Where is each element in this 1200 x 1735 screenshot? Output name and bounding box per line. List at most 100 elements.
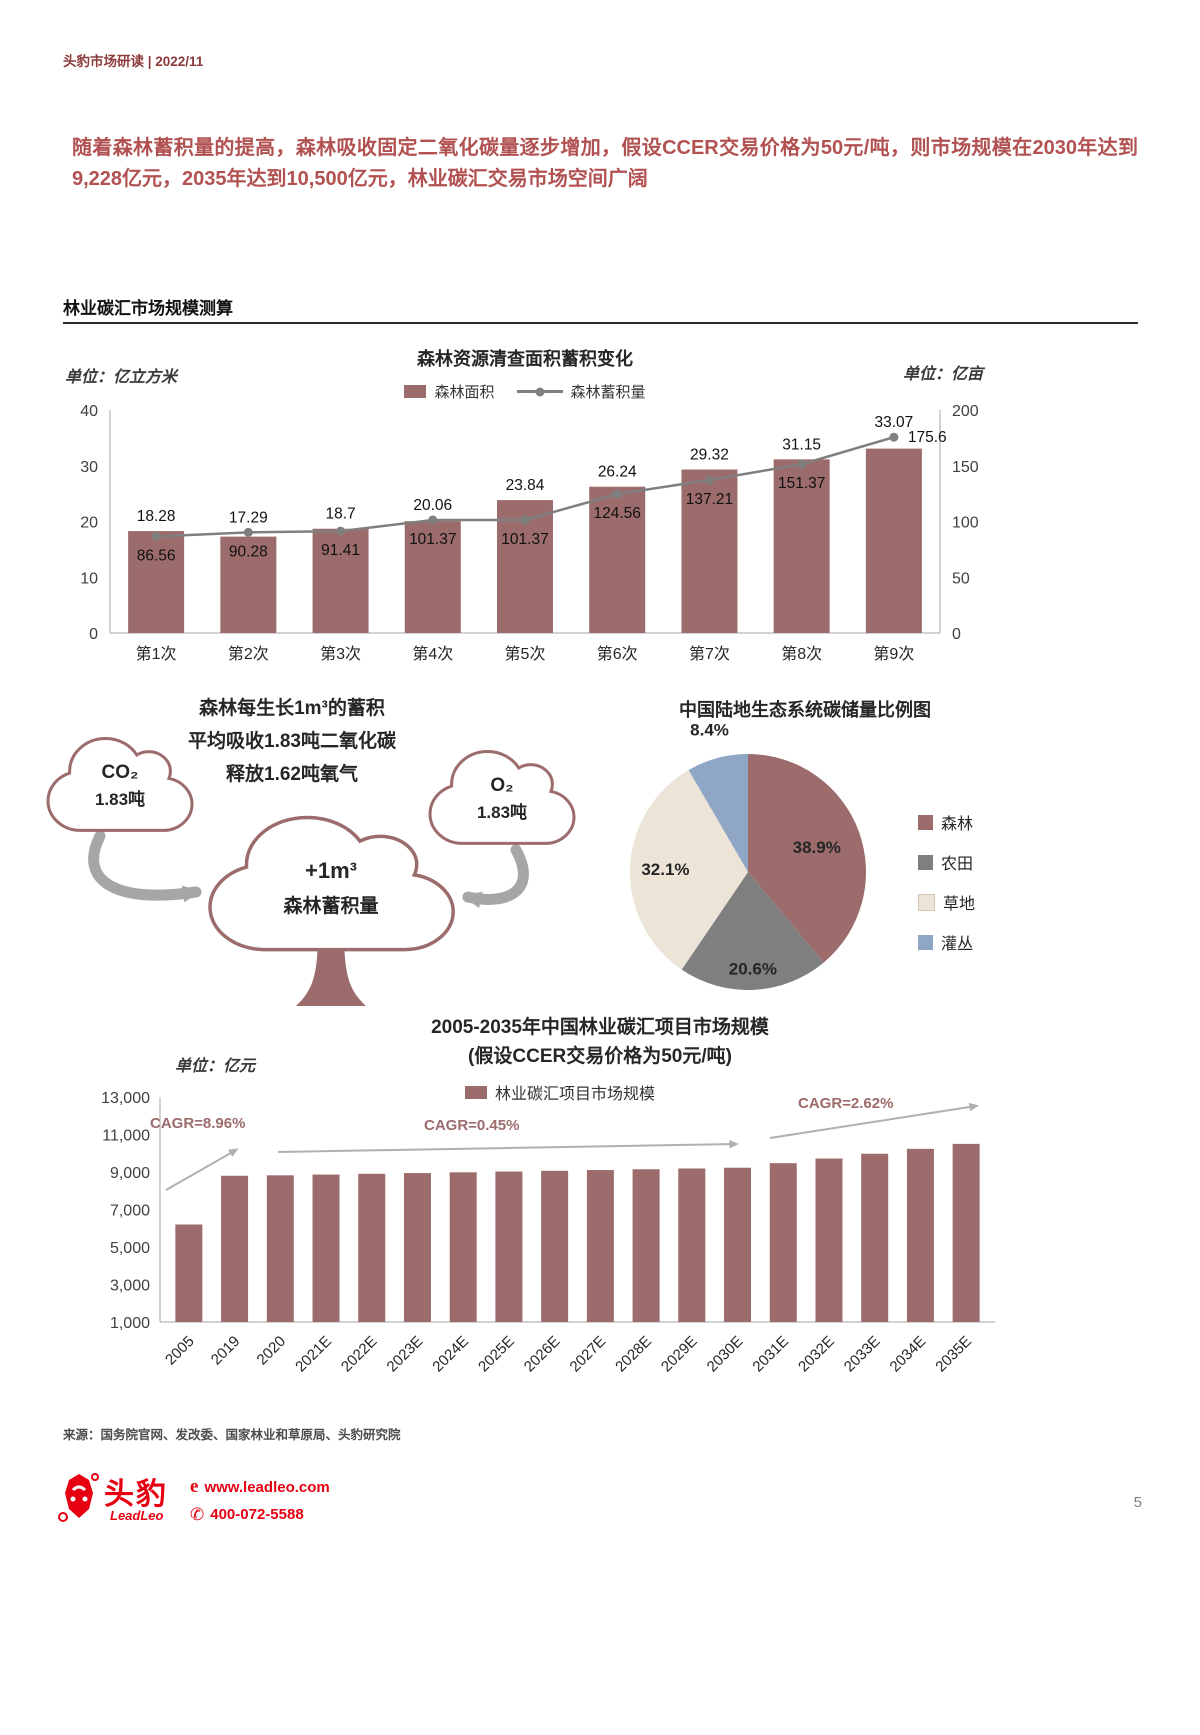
pie-value-label: 20.6% xyxy=(729,960,777,979)
x-category-label: 第6次 xyxy=(597,645,638,663)
pie-legend-swatch xyxy=(918,814,933,830)
bar-value-label: 20.06 xyxy=(413,497,452,514)
x-category-label: 第1次 xyxy=(136,645,177,663)
forest-area-bar xyxy=(681,469,738,633)
line-value-label: 86.56 xyxy=(137,547,176,564)
forest-area-bar xyxy=(404,521,461,633)
right-axis-tick: 50 xyxy=(952,570,970,587)
bar-value-label: 29.32 xyxy=(690,447,729,464)
legend-line-dot xyxy=(535,387,544,396)
market-size-bar xyxy=(312,1174,340,1322)
market-size-bar xyxy=(861,1153,889,1322)
chart1-unit-left: 单位：亿立方米 xyxy=(65,369,178,386)
pie-legend-swatch xyxy=(918,934,933,950)
co2-cloud xyxy=(48,739,192,831)
market-size-bar xyxy=(769,1163,797,1322)
chart1-unit-right: 单位：亿亩 xyxy=(903,366,984,383)
market-size-bar xyxy=(403,1173,431,1322)
pie-slice-草地 xyxy=(630,770,748,970)
brand-name-en: LeadLeo xyxy=(110,1508,164,1523)
right-axis-tick: 200 xyxy=(952,403,979,420)
leadleo-logo-icon xyxy=(58,1473,99,1522)
line-marker xyxy=(704,475,714,485)
x-category-label: 第9次 xyxy=(873,645,914,663)
line-marker xyxy=(520,515,530,525)
year-label: 2029E xyxy=(658,1333,701,1376)
o2-cloud xyxy=(430,752,574,844)
legend-bar-label: 林业碳汇项目市场规模 xyxy=(494,1086,655,1103)
chart3-legend: 林业碳汇项目市场规模 xyxy=(30,1080,1090,1104)
co2-label: CO₂ xyxy=(102,762,139,783)
forest-area-bar xyxy=(589,486,646,633)
pie-slice-农田 xyxy=(681,872,824,990)
cagr-arrow xyxy=(165,1148,239,1191)
section-title: 林业碳汇市场规模测算 xyxy=(63,299,233,318)
brand-name-cn: 头豹 xyxy=(104,1478,168,1511)
bar-value-label: 33.07 xyxy=(874,414,913,431)
y-axis-tick: 9,000 xyxy=(110,1165,150,1182)
year-label: 2021E xyxy=(292,1333,335,1376)
pie-legend: 森林农田草地灌丛 xyxy=(918,810,975,954)
pie-legend-item: 森林 xyxy=(918,810,975,834)
market-size-bar xyxy=(358,1173,386,1322)
diagram-title-line: 释放1.62吨氧气 xyxy=(226,762,358,785)
bar-value-label: 18.28 xyxy=(137,508,176,525)
chart1-title: 森林资源清查面积蓄积变化 xyxy=(417,349,633,369)
x-category-label: 第7次 xyxy=(689,645,730,663)
year-label: 2026E xyxy=(521,1333,564,1376)
o2-label: O₂ xyxy=(490,775,513,796)
x-category-label: 第3次 xyxy=(320,645,361,663)
pie-value-label: 32.1% xyxy=(641,860,689,879)
section-divider xyxy=(63,322,1138,324)
line-value-label: 124.56 xyxy=(594,505,641,522)
y-axis-tick: 3,000 xyxy=(110,1278,150,1295)
left-axis-tick: 20 xyxy=(80,515,98,532)
market-size-bar xyxy=(906,1148,934,1322)
forest-inventory-chart: 0 10 20 30 40 0 50 100 150 200 18.28 第1次 17.29 第2次 18.… xyxy=(80,403,979,663)
market-size-bar xyxy=(221,1175,249,1322)
left-axis-tick: 40 xyxy=(80,403,98,420)
pie-legend-item: 草地 xyxy=(918,890,975,914)
bar-value-label: 17.29 xyxy=(229,509,268,526)
diagram-title-line: 森林每生长1m³的蓄积 xyxy=(199,696,385,719)
legend-bar-swatch xyxy=(404,385,427,398)
market-size-bar xyxy=(586,1170,614,1322)
website-url: www.leadleo.com xyxy=(204,1478,330,1496)
year-label: 2035E xyxy=(932,1333,975,1376)
bar-value-label: 26.24 xyxy=(598,464,637,481)
left-axis-tick: 10 xyxy=(80,570,98,587)
y-axis-tick: 7,000 xyxy=(110,1203,150,1220)
pie-slice-灌丛 xyxy=(688,754,748,872)
year-label: 2025E xyxy=(475,1333,518,1376)
legend-bar-swatch xyxy=(464,1085,487,1099)
legend-line-swatch xyxy=(516,387,563,396)
left-axis-tick: 0 xyxy=(89,626,98,643)
x-category-label: 第8次 xyxy=(781,645,822,663)
year-label: 2034E xyxy=(887,1333,930,1376)
pie-value-label: 8.4% xyxy=(690,721,729,740)
pie-legend-label: 灌丛 xyxy=(941,936,974,953)
line-value-label: 90.28 xyxy=(229,543,268,560)
pie-legend-swatch xyxy=(918,854,933,870)
line-value-label: 101.37 xyxy=(409,531,456,548)
line-value-label: 101.37 xyxy=(501,531,548,548)
chart3-title: 2005-2035年中国林业碳汇项目市场规模 xyxy=(431,1017,769,1038)
line-marker xyxy=(151,531,161,541)
co2-amount: 1.83吨 xyxy=(95,789,145,809)
market-size-bar xyxy=(724,1167,752,1322)
right-curved-arrow xyxy=(462,844,529,909)
legend-bar-label: 森林面积 xyxy=(434,384,495,401)
market-size-bar xyxy=(815,1158,843,1322)
market-size-bar xyxy=(952,1143,980,1322)
y-axis-tick: 11,000 xyxy=(102,1128,150,1145)
year-label: 2005 xyxy=(162,1333,198,1369)
year-label: 2031E xyxy=(749,1333,792,1376)
pie-legend-item: 农田 xyxy=(918,850,975,874)
x-category-label: 第2次 xyxy=(228,645,269,663)
y-axis-tick: 1,000 xyxy=(110,1315,150,1332)
market-size-bar xyxy=(175,1224,203,1322)
right-axis-tick: 0 xyxy=(952,626,961,643)
phone-icon: ✆ xyxy=(190,1505,205,1524)
tree-volume-label: +1m³ xyxy=(305,858,357,883)
tree-canopy xyxy=(210,817,453,949)
